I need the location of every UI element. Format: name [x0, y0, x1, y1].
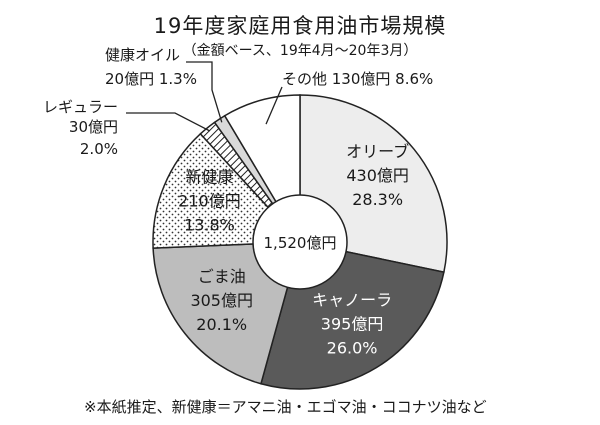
chart-title: 19年度家庭用食用油市場規模 [153, 14, 447, 38]
slice-4-callout-label-2: 2.0% [80, 140, 118, 158]
chart-subtitle: （金額ベース、19年4月～20年3月） [182, 43, 418, 59]
slice-1-percent-label: 26.0% [327, 338, 378, 357]
slice-6-callout-label-0: その他 130億円 8.6% [282, 70, 433, 88]
slice-3-value-label: 210億円 [178, 191, 241, 210]
slice-2-wedge [152, 241, 301, 385]
slice-6-leader-line [265, 86, 283, 125]
slice-3-name-label: 新健康 [185, 167, 233, 186]
slice-1-name-label: キャノーラ [312, 290, 392, 309]
slice-0-percent-label: 28.3% [352, 190, 403, 209]
slice-1-value-label: 395億円 [321, 314, 384, 333]
slice-2-name-label: ごま油 [198, 267, 246, 286]
slice-4-callout-label-0: レギュラー [43, 98, 118, 116]
slice-2-value-label: 305億円 [190, 291, 253, 310]
slice-4-callout-label-1: 30億円 [69, 118, 118, 136]
slice-3-percent-label: 13.8% [184, 215, 235, 234]
slice-5-callout-label-0: 健康オイル [105, 46, 180, 64]
slice-0-name-label: オリーブ [346, 142, 409, 161]
donut-hole [252, 194, 348, 290]
slice-4-leader-line [126, 112, 211, 132]
slice-2-percent-label: 20.1% [196, 315, 247, 334]
slice-5-leader-line [186, 61, 223, 123]
footnote: ※本紙推定、新健康＝アマニ油・エゴマ油・ココナツ油など [84, 398, 487, 416]
slice-0-value-label: 430億円 [346, 166, 409, 185]
slice-5-callout-label-1: 20億円 1.3% [105, 70, 197, 88]
center-total-label: 1,520億円 [264, 234, 337, 252]
